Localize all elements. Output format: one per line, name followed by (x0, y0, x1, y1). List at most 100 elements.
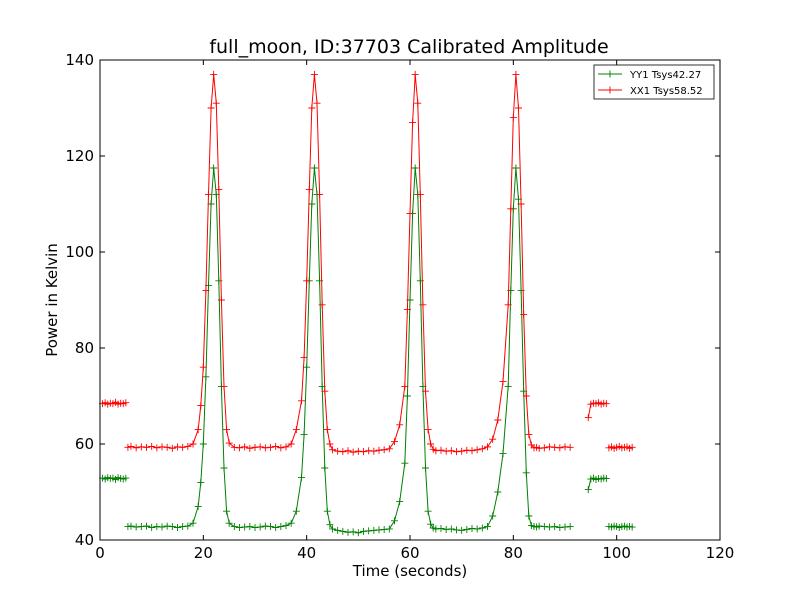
data-point-marker (251, 524, 259, 532)
data-point-marker (272, 524, 280, 532)
data-point-marker (551, 523, 559, 531)
data-point-marker (199, 440, 207, 448)
data-point-marker (437, 446, 445, 454)
x-tick-label: 20 (194, 544, 213, 562)
data-point-marker (551, 443, 559, 451)
data-point-marker (277, 444, 285, 452)
data-point-marker (375, 446, 383, 454)
data-point-marker (561, 523, 569, 531)
data-point-marker (344, 447, 352, 455)
data-point-marker (494, 488, 502, 496)
data-point-marker (484, 523, 491, 531)
data-point-marker (189, 440, 197, 448)
data-point-marker (478, 445, 486, 453)
data-point-marker (494, 416, 502, 424)
series-line (608, 445, 633, 449)
data-point-marker (313, 99, 321, 107)
data-point-marker (365, 527, 373, 535)
data-point-marker (122, 474, 130, 482)
x-tick-label: 40 (297, 544, 316, 562)
data-point-marker (225, 519, 233, 527)
data-point-marker (148, 442, 156, 450)
data-point-marker (168, 523, 176, 531)
data-point-marker (504, 301, 512, 309)
data-point-marker (375, 526, 383, 534)
data-point-marker (282, 522, 290, 530)
chart-title: full_moon, ID:37703 Calibrated Amplitude (209, 36, 608, 58)
data-point-marker (132, 444, 140, 452)
data-point-marker (184, 442, 192, 450)
data-point-marker (308, 200, 316, 208)
data-point-marker (525, 512, 533, 520)
legend-label: XX1 Tsys58.52 (630, 86, 703, 97)
data-point-marker (385, 525, 393, 533)
data-point-marker (137, 443, 145, 451)
data-point-marker (210, 164, 218, 172)
y-tick-label: 100 (65, 243, 94, 261)
data-point-marker (540, 444, 548, 452)
data-point-marker (512, 70, 520, 78)
data-point-marker (546, 523, 553, 531)
data-point-marker (427, 520, 435, 528)
data-point-marker (241, 443, 249, 451)
x-tick-label: 100 (602, 544, 631, 562)
data-point-marker (391, 438, 398, 446)
data-point-marker (628, 443, 636, 451)
data-point-marker (535, 444, 543, 452)
data-point-marker (391, 517, 398, 525)
data-point-marker (230, 523, 238, 531)
data-point-marker (517, 200, 525, 208)
data-point-marker (509, 114, 517, 122)
data-point-marker (370, 447, 378, 455)
data-point-marker (329, 446, 336, 454)
data-point-marker (225, 439, 233, 447)
data-point-marker (414, 99, 422, 107)
y-tick-label: 60 (75, 435, 94, 453)
data-point-marker (220, 464, 228, 472)
data-point-marker (223, 507, 231, 515)
data-point-marker (468, 524, 476, 532)
data-point-marker (484, 443, 491, 451)
data-point-marker (220, 382, 228, 390)
data-point-marker (463, 446, 471, 454)
data-point-marker (303, 277, 311, 285)
data-point-marker (184, 522, 192, 530)
data-point-marker (458, 447, 466, 455)
data-point-marker (349, 528, 357, 536)
data-point-marker (261, 522, 269, 530)
data-point-marker (122, 399, 130, 407)
data-point-marker (323, 426, 331, 434)
data-point-marker (385, 445, 393, 453)
data-point-marker (416, 190, 424, 198)
data-point-marker (447, 447, 455, 455)
data-point-marker (447, 525, 455, 533)
data-point-marker (137, 523, 145, 531)
data-point-marker (132, 523, 140, 531)
data-point-marker (396, 421, 404, 429)
data-point-marker (148, 524, 156, 532)
data-point-marker (403, 392, 411, 400)
data-point-marker (535, 522, 543, 530)
data-point-marker (602, 400, 610, 408)
data-point-marker (515, 104, 522, 112)
data-point-marker (442, 525, 450, 533)
y-tick-label: 40 (75, 531, 94, 549)
data-point-marker (380, 525, 388, 533)
data-point-marker (158, 523, 166, 531)
data-point-marker (287, 440, 295, 448)
data-point-marker (124, 523, 132, 531)
data-point-marker (489, 512, 497, 520)
data-point-marker (194, 502, 202, 510)
data-point-marker (256, 443, 264, 451)
data-point-marker (230, 443, 238, 451)
data-point-marker (339, 527, 347, 535)
data-point-marker (189, 519, 197, 527)
data-point-marker (158, 443, 166, 451)
data-point-marker (174, 524, 181, 532)
data-point-marker (453, 448, 460, 456)
data-point-marker (489, 435, 497, 443)
x-tick-label: 120 (706, 544, 735, 562)
data-point-marker (427, 440, 435, 448)
data-point-marker (256, 523, 264, 531)
data-point-marker (179, 523, 187, 531)
